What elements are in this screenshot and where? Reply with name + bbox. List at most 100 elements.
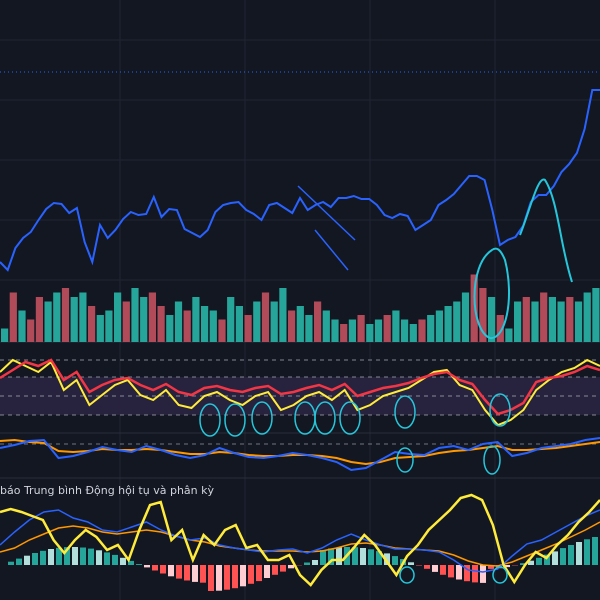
volume-bar [374, 319, 383, 342]
volume-bar [522, 297, 530, 342]
volume-bar [461, 292, 470, 342]
volume-bar [44, 301, 52, 342]
macd-histogram-bar [432, 565, 438, 572]
macd-histogram-bar [576, 542, 582, 565]
macd-histogram-bar [448, 565, 454, 578]
volume-bar [453, 301, 461, 342]
macd-histogram-bar [112, 554, 118, 565]
trend-line-drawing [314, 229, 349, 271]
volume-bar [592, 288, 600, 342]
volume-bar [314, 301, 322, 342]
macd-histogram-bar [168, 565, 174, 577]
macd-histogram-bar [328, 548, 334, 565]
macd-histogram-bar [568, 545, 574, 565]
volume-bar [418, 319, 426, 342]
macd-histogram-bar [488, 565, 494, 569]
volume-bar [540, 292, 548, 342]
volume-bar [35, 297, 43, 342]
macd-histogram-bar [224, 565, 230, 590]
volume-bar [79, 292, 87, 342]
macd-histogram-bar [248, 565, 254, 584]
circle-drawing [251, 401, 273, 435]
volume-bar [148, 292, 156, 342]
macd-histogram-bar [312, 560, 318, 565]
volume-bar [261, 292, 270, 342]
macd-histogram-bar [40, 550, 46, 565]
volume-bar [479, 288, 487, 342]
macd-histogram-bar [320, 550, 326, 565]
volume-bar [209, 310, 217, 342]
trend-line-drawing [297, 185, 356, 241]
volume-bar [18, 310, 26, 342]
macd-histogram-bar [544, 554, 550, 565]
volume-bar [166, 315, 174, 342]
volume-bar [88, 306, 96, 342]
macd-histogram-bar [368, 549, 374, 565]
volume-bar [296, 306, 304, 342]
volume-bar [496, 315, 504, 342]
volume-bar [140, 297, 148, 342]
macd-histogram-bar [208, 565, 214, 591]
volume-bar [122, 301, 130, 342]
macd-histogram-bar [408, 562, 414, 565]
volume-bar [531, 301, 539, 342]
volume-bar [366, 324, 374, 342]
rsi-line [0, 358, 600, 416]
volume-bar [409, 324, 417, 342]
macd-histogram-bar [304, 562, 310, 565]
macd-histogram-bar [264, 565, 270, 578]
volume-bar [505, 328, 513, 342]
macd-histogram-bar [144, 565, 150, 568]
volume-bar [488, 297, 496, 342]
macd-histogram-bar [256, 565, 262, 582]
macd-histogram-bar [8, 561, 14, 565]
circle-drawing [199, 403, 221, 437]
volume-bar [401, 319, 409, 342]
macd-histogram-bar [440, 565, 446, 575]
macd-histogram-bar [472, 565, 478, 583]
volume-bar [557, 301, 565, 342]
macd-histogram-bar [48, 549, 54, 565]
macd-histogram-bar [456, 565, 462, 580]
macd-histogram-bar [504, 565, 510, 568]
volume-bar [114, 292, 122, 342]
macd-histogram-bar [280, 565, 286, 572]
macd-histogram-bar [336, 547, 342, 565]
curve-drawing [519, 178, 573, 283]
volume-bar [244, 315, 252, 342]
volume-bar [279, 288, 287, 342]
volume-bar [1, 328, 9, 342]
volume-bar [253, 301, 261, 342]
circle-drawing [396, 447, 414, 473]
volume-bar [9, 292, 17, 342]
volume-bar [548, 297, 556, 342]
macd-histogram-bar [72, 547, 78, 565]
circle-drawing [224, 403, 246, 437]
macd-histogram-bar [184, 565, 190, 581]
volume-bar [331, 319, 339, 342]
macd-pane-title: báo Trung bình Động hội tụ và phân kỳ [0, 484, 215, 497]
macd-histogram-bar [216, 565, 222, 591]
circle-drawing [489, 393, 511, 427]
macd-extra-line [0, 493, 600, 587]
macd-histogram-bar [464, 565, 470, 582]
circle-drawing [473, 247, 511, 339]
volume-bar [61, 288, 70, 342]
macd-histogram-bar [128, 560, 134, 565]
volume-bar [340, 324, 348, 342]
circle-drawing [314, 401, 336, 435]
volume-bar [174, 301, 183, 342]
volume-bar [105, 310, 113, 342]
macd-histogram-bar [536, 557, 542, 565]
volume-bar [392, 310, 400, 342]
macd-histogram-bar [56, 547, 62, 565]
macd-histogram-bar [552, 551, 558, 565]
volume-bar [583, 292, 591, 342]
circle-drawing [483, 445, 501, 475]
macd-histogram-bar [96, 550, 102, 565]
volume-bar [322, 310, 330, 342]
macd-histogram-bar [584, 539, 590, 565]
volume-bar [218, 319, 226, 342]
macd-histogram-bar [424, 565, 430, 569]
